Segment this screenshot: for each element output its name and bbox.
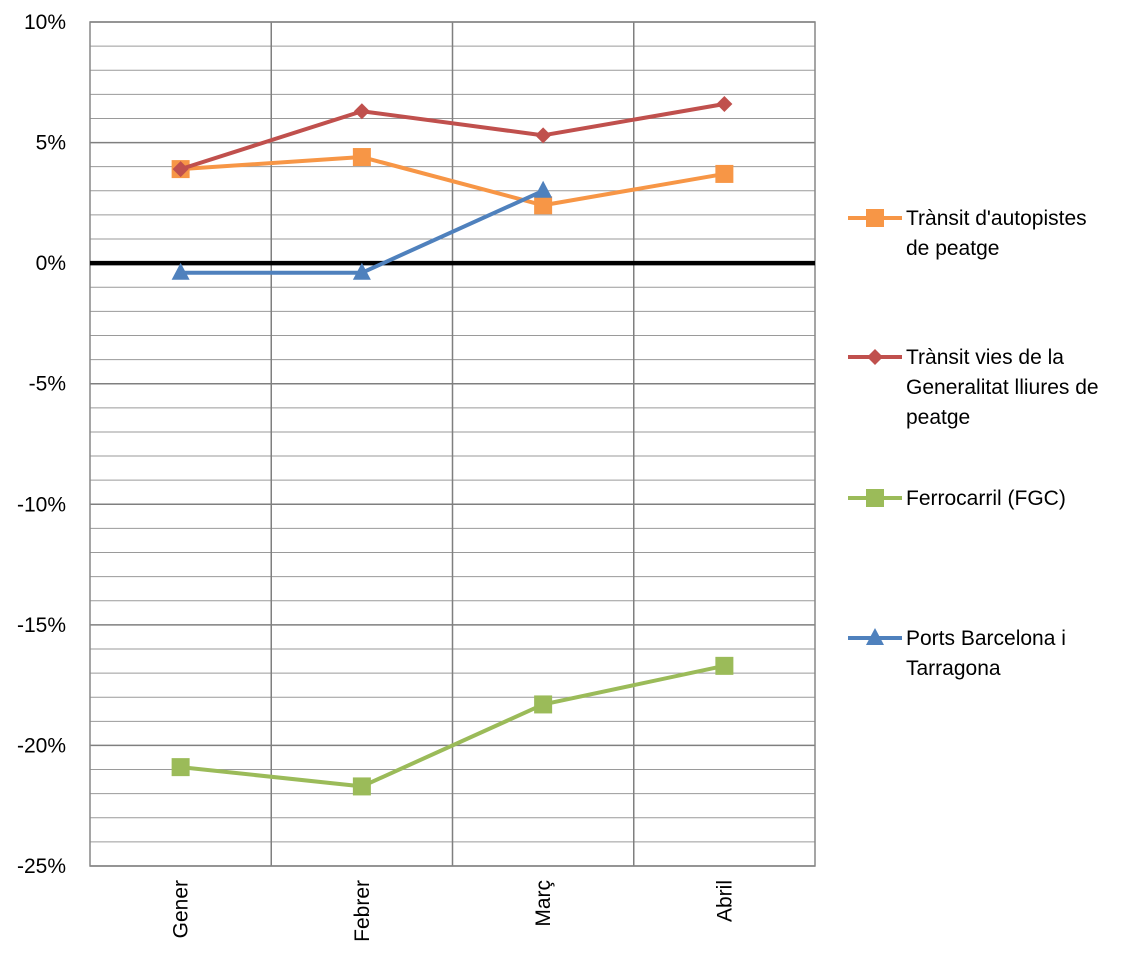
legend-label: Ferrocarril (FGC) — [906, 487, 1066, 510]
y-tick-label: -5% — [29, 373, 66, 396]
y-tick-label: 10% — [24, 11, 66, 34]
legend-item: Ferrocarril (FGC) — [848, 487, 1066, 510]
legend-symbol-marker — [867, 349, 883, 365]
data-point-marker — [534, 695, 553, 714]
legend-symbol-marker — [866, 209, 884, 227]
data-point-marker — [352, 148, 371, 167]
y-tick-label: -25% — [17, 855, 66, 878]
data-point-marker — [534, 180, 553, 198]
series-layer — [171, 95, 734, 796]
x-tick-label: Gener — [170, 880, 193, 938]
y-tick-label: -15% — [17, 614, 66, 637]
y-tick-label: -20% — [17, 734, 66, 757]
data-point-marker — [171, 758, 190, 777]
data-point-marker — [715, 164, 734, 183]
plot-area-border — [89, 21, 816, 867]
legend-label: Generalitat lliures de — [906, 376, 1099, 399]
legend-label: Trànsit vies de la — [906, 346, 1064, 369]
series-line — [180, 102, 725, 172]
series-line — [180, 663, 725, 789]
legend: Trànsit d'autopistes de peatge Trànsit vie… — [848, 207, 1099, 680]
legend-item: Ports Barcelona i Tarragona — [848, 627, 1066, 680]
data-point-marker — [353, 103, 370, 120]
data-point-marker — [172, 161, 189, 178]
legend-item: Trànsit vies de la Generalitat lliures de… — [848, 346, 1099, 429]
data-point-marker — [716, 95, 733, 112]
legend-symbol-marker — [866, 628, 884, 645]
legend-label: Trànsit d'autopistes — [906, 207, 1087, 230]
y-tick-label: 5% — [36, 132, 66, 155]
x-tick-label: Febrer — [351, 880, 374, 942]
x-tick-label: Març — [532, 880, 555, 927]
legend-label: peatge — [906, 406, 970, 429]
data-point-marker — [715, 656, 734, 675]
legend-label: de peatge — [906, 237, 999, 260]
data-point-marker — [352, 262, 371, 280]
y-axis-tick-labels: 10% 5% 0% -5% -10% -15% -20% -25% — [17, 11, 66, 878]
series-2 — [171, 656, 734, 796]
x-tick-label: Abril — [713, 880, 736, 922]
series-1 — [172, 95, 733, 178]
series-line — [180, 188, 544, 275]
x-axis-tick-labels: Gener Febrer Març Abril — [170, 880, 737, 942]
series-3 — [171, 180, 553, 280]
legend-label: Tarragona — [906, 657, 1001, 680]
y-tick-label: -10% — [17, 493, 66, 516]
legend-symbol-marker — [866, 489, 884, 507]
data-point-marker — [171, 262, 190, 280]
data-point-marker — [534, 196, 553, 215]
legend-label: Ports Barcelona i — [906, 627, 1066, 650]
data-point-marker — [352, 777, 371, 796]
y-tick-label: 0% — [36, 252, 66, 275]
legend-item: Trànsit d'autopistes de peatge — [848, 207, 1087, 260]
series-0 — [171, 148, 734, 215]
data-point-marker — [535, 127, 552, 144]
series-line — [180, 155, 725, 208]
category-gridlines — [270, 22, 635, 866]
